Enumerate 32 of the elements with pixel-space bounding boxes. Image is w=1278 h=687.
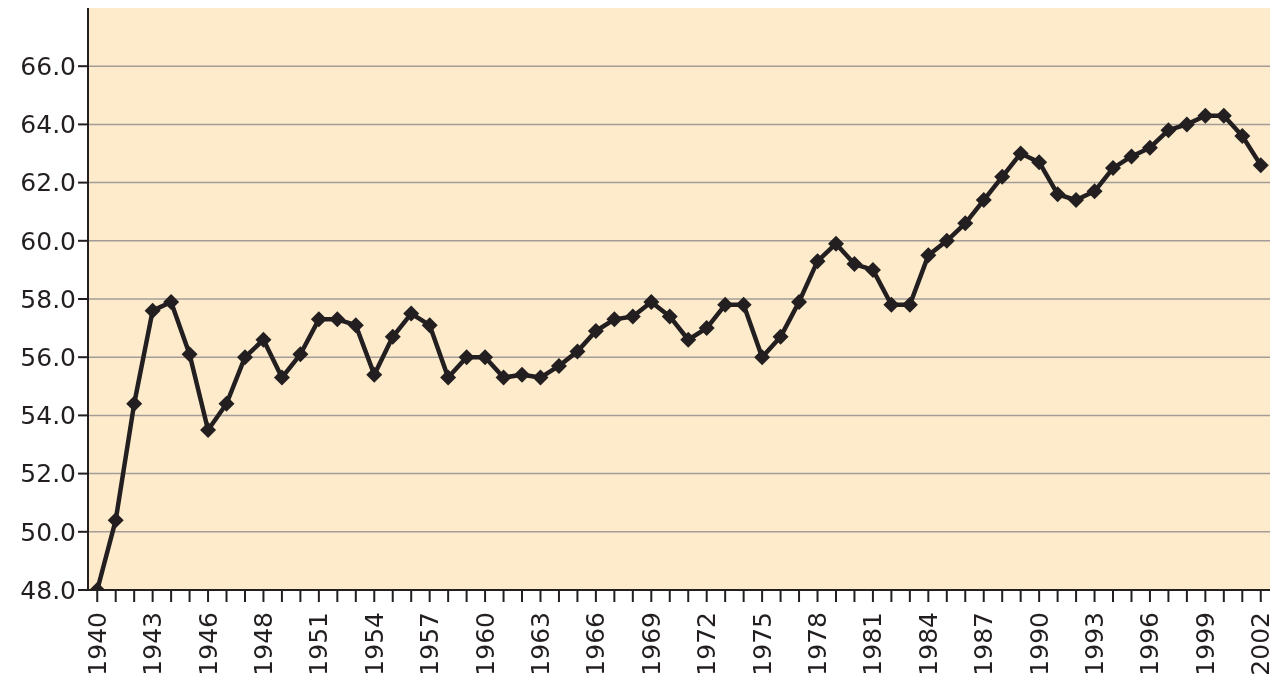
x-tick-label: 1978 bbox=[803, 612, 833, 676]
x-tick-label: 1990 bbox=[1024, 612, 1054, 676]
x-tick-label: 1960 bbox=[470, 612, 500, 676]
x-tick-label: 1969 bbox=[636, 612, 666, 676]
x-tick-label: 1975 bbox=[747, 612, 777, 676]
x-tick-label: 1946 bbox=[193, 612, 223, 676]
x-tick-label: 1993 bbox=[1080, 612, 1110, 676]
x-tick-label: 1999 bbox=[1190, 612, 1220, 676]
x-tick-label: 1966 bbox=[581, 612, 611, 676]
y-tick-label: 62.0 bbox=[20, 168, 76, 198]
y-tick-label: 48.0 bbox=[20, 575, 76, 605]
y-tick-label: 58.0 bbox=[20, 284, 76, 314]
x-tick-label: 1940 bbox=[82, 612, 112, 676]
x-tick-label: 1963 bbox=[525, 612, 555, 676]
x-tick-label: 1948 bbox=[248, 612, 278, 676]
y-tick-label: 54.0 bbox=[20, 401, 76, 431]
y-tick-label: 66.0 bbox=[20, 52, 76, 82]
y-tick-label: 50.0 bbox=[20, 517, 76, 547]
x-tick-label: 1957 bbox=[415, 612, 445, 676]
x-tick-label: 1972 bbox=[692, 612, 722, 676]
y-tick-label: 52.0 bbox=[20, 459, 76, 489]
x-tick-label: 1981 bbox=[858, 612, 888, 676]
x-tick-label: 2002 bbox=[1246, 612, 1276, 676]
x-tick-label: 1951 bbox=[304, 612, 334, 676]
x-tick-label: 1984 bbox=[913, 612, 943, 676]
x-tick-label: 1996 bbox=[1135, 612, 1165, 676]
y-tick-label: 56.0 bbox=[20, 343, 76, 373]
x-tick-label: 1943 bbox=[138, 612, 168, 676]
y-tick-label: 64.0 bbox=[20, 110, 76, 140]
x-tick-label: 1987 bbox=[969, 612, 999, 676]
y-tick-label: 60.0 bbox=[20, 226, 76, 256]
x-tick-label: 1954 bbox=[359, 612, 389, 676]
